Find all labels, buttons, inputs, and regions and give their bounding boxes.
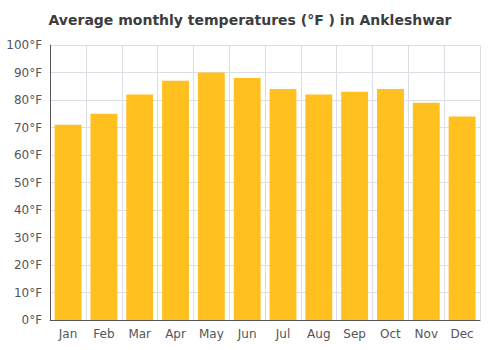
svg-text:100°F: 100°F: [6, 38, 42, 52]
svg-text:Apr: Apr: [165, 327, 186, 341]
svg-text:40°F: 40°F: [14, 203, 42, 217]
svg-text:Sep: Sep: [343, 327, 366, 341]
svg-text:Aug: Aug: [307, 327, 330, 341]
svg-text:Jul: Jul: [275, 327, 290, 341]
svg-text:80°F: 80°F: [14, 93, 42, 107]
svg-text:Oct: Oct: [380, 327, 401, 341]
svg-text:20°F: 20°F: [14, 258, 42, 272]
svg-text:Mar: Mar: [128, 327, 151, 341]
svg-text:Jun: Jun: [237, 327, 257, 341]
svg-text:60°F: 60°F: [14, 148, 42, 162]
svg-text:30°F: 30°F: [14, 231, 42, 245]
svg-text:Feb: Feb: [93, 327, 114, 341]
svg-text:50°F: 50°F: [14, 176, 42, 190]
svg-text:Dec: Dec: [450, 327, 473, 341]
svg-text:May: May: [199, 327, 224, 341]
svg-text:Nov: Nov: [415, 327, 438, 341]
svg-text:90°F: 90°F: [14, 66, 42, 80]
svg-text:Jan: Jan: [58, 327, 78, 341]
svg-text:Average monthly temperatures (: Average monthly temperatures (°F ) in An…: [49, 12, 452, 28]
svg-text:0°F: 0°F: [22, 313, 43, 327]
svg-text:70°F: 70°F: [14, 121, 42, 135]
svg-text:10°F: 10°F: [14, 286, 42, 300]
